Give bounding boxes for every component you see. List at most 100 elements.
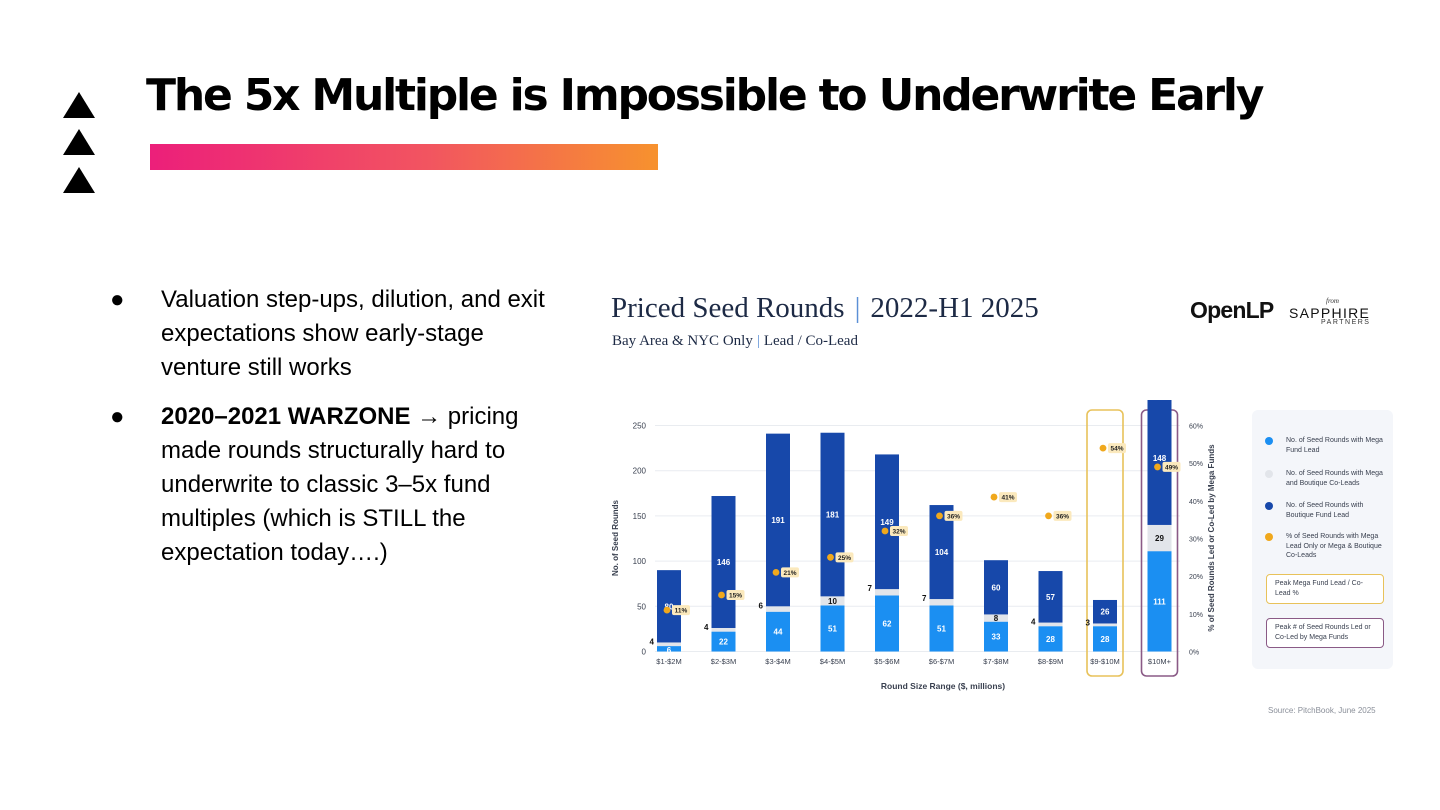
percent-point xyxy=(990,493,998,501)
chart-subtitle-a: Bay Area & NYC Only xyxy=(612,333,753,349)
percent-label-bg xyxy=(835,552,854,563)
y-tick-label: 200 xyxy=(633,467,647,476)
percent-label-bg xyxy=(999,492,1017,503)
data-label-co-lead: 6 xyxy=(759,601,764,610)
bar-co-lead xyxy=(711,627,736,632)
bullet-item: ● Valuation step-ups, dilution, and exit… xyxy=(106,283,546,385)
percent-label-bg xyxy=(1108,443,1126,454)
bar-mega-lead xyxy=(1093,626,1117,652)
chart-legend: No. of Seed Rounds with Mega Fund Lead N… xyxy=(1252,410,1393,669)
percent-label: 21% xyxy=(783,570,796,577)
y-tick-label: 100 xyxy=(633,557,647,566)
data-label-co-lead: 4 xyxy=(704,623,709,632)
highlight-frame xyxy=(1086,409,1124,677)
bullet-text: pricing made rounds structurally hard to… xyxy=(161,403,519,566)
data-label-mega-lead: 33 xyxy=(992,633,1001,642)
y-tick-label: 0 xyxy=(642,648,647,657)
triangle-icon xyxy=(63,167,95,193)
bar-mega-lead xyxy=(875,595,899,652)
data-label-boutique-lead: 60 xyxy=(992,583,1001,592)
x-tick-label: $3-$4M xyxy=(765,657,790,666)
data-label-co-lead: 8 xyxy=(994,614,999,623)
y2-axis-label: % of Seed Rounds Led or Co-Led by Mega F… xyxy=(1207,444,1216,632)
chart-title: Priced Seed Rounds | 2022-H1 2025 xyxy=(611,292,1039,325)
legend-swatch xyxy=(1265,502,1273,510)
data-label-mega-lead: 51 xyxy=(937,624,946,633)
bar-boutique-lead xyxy=(820,432,845,597)
seed-rounds-chart: 0 50 100 150 200 250 0% 10% 20% 30% 40% 50% 60% No. o… xyxy=(611,400,1216,691)
bar-co-lead xyxy=(766,606,790,612)
bullet-dot: ● xyxy=(110,403,125,430)
data-label-boutique-lead: 149 xyxy=(880,518,894,527)
percent-point xyxy=(827,553,834,561)
bar-co-lead xyxy=(820,596,845,606)
x-tick-label: $10M+ xyxy=(1148,657,1172,666)
percent-label: 36% xyxy=(1056,513,1069,520)
data-label-mega-lead: 28 xyxy=(1101,635,1110,644)
bar-boutique-lead xyxy=(1093,599,1117,624)
bar-mega-lead xyxy=(711,631,736,652)
data-label-co-lead: 4 xyxy=(1031,618,1036,627)
sapphire-logo-partners: PARTNERS xyxy=(1321,319,1371,326)
x-tick-label: $9-$10M xyxy=(1090,657,1120,666)
source-note: Source: PitchBook, June 2025 xyxy=(1268,706,1376,715)
percent-point xyxy=(1045,512,1052,520)
data-label-mega-lead: 6 xyxy=(667,646,672,655)
x-tick-label: $4-$5M xyxy=(820,657,845,666)
data-label-mega-lead: 28 xyxy=(1046,635,1055,644)
data-label-boutique-lead: 26 xyxy=(1101,608,1110,617)
bar-co-lead xyxy=(875,589,899,596)
percent-label-bg xyxy=(944,510,963,521)
triangle-icon xyxy=(63,129,95,155)
y-tick-label: 150 xyxy=(633,512,647,521)
openlp-logo: OpenLP xyxy=(1190,297,1274,323)
bullet-text: Valuation step-ups, dilution, and exit e… xyxy=(161,286,545,381)
data-label-co-lead: 7 xyxy=(868,584,873,593)
percent-point xyxy=(1154,463,1161,471)
x-axis-label: Round Size Range ($, millions) xyxy=(881,681,1005,691)
bar-mega-lead xyxy=(984,621,1008,652)
logo-from-text: from xyxy=(1326,297,1339,305)
chart-title-main: Priced Seed Rounds xyxy=(611,292,845,324)
bar-mega-lead xyxy=(657,646,681,652)
legend-swatch xyxy=(1265,470,1273,478)
percent-label: 49% xyxy=(1165,464,1178,471)
legend-highlight-peak-count: Peak # of Seed Rounds Led or Co-Led by M… xyxy=(1266,618,1384,648)
bullet-list: ● Valuation step-ups, dilution, and exit… xyxy=(106,283,546,585)
legend-label: No. of Seed Rounds with Mega and Boutiqu… xyxy=(1286,470,1383,487)
percent-label: 11% xyxy=(675,608,688,615)
bar-mega-lead xyxy=(1147,551,1172,652)
bar-co-lead xyxy=(984,614,1008,622)
data-label-mega-lead: 111 xyxy=(1153,597,1166,606)
data-label-boutique-lead: 191 xyxy=(771,516,785,525)
bar-mega-lead xyxy=(820,605,845,652)
x-tick-label: $6-$7M xyxy=(929,657,954,666)
bullet-item: ● 2020–2021 WARZONE → pricing made round… xyxy=(106,400,546,570)
data-label-mega-lead: 44 xyxy=(774,628,783,637)
percent-point xyxy=(772,569,780,576)
percent-label: 36% xyxy=(947,513,960,520)
data-label-mega-lead: 22 xyxy=(719,638,728,647)
bullet-bold: 2020–2021 WARZONE → xyxy=(161,403,442,430)
percent-point xyxy=(881,527,889,535)
bullet-dot: ● xyxy=(110,286,125,313)
percent-label: 25% xyxy=(838,555,851,562)
bar-boutique-lead xyxy=(766,433,790,607)
y2-tick-label: 10% xyxy=(1189,612,1203,619)
data-label-boutique-lead: 146 xyxy=(717,558,731,567)
percent-label-bg xyxy=(890,525,908,536)
legend-label: No. of Seed Rounds with Boutique Fund Le… xyxy=(1286,502,1364,519)
x-tick-label: $7-$8M xyxy=(983,657,1008,666)
bar-boutique-lead xyxy=(711,496,736,628)
data-label-mega-lead: 51 xyxy=(828,624,837,633)
y2-tick-label: 30% xyxy=(1189,537,1203,544)
percent-label-bg xyxy=(781,567,799,578)
bar-co-lead xyxy=(929,599,954,606)
x-tick-label: $2-$3M xyxy=(711,657,736,666)
y-tick-label: 50 xyxy=(637,602,646,611)
data-label-co-lead: 3 xyxy=(1086,618,1091,627)
chart-subtitle-b: Lead / Co-Lead xyxy=(763,333,858,349)
data-label-co-lead: 10 xyxy=(828,597,837,606)
legend-label: No. of Seed Rounds with Mega Fund Lead xyxy=(1286,437,1383,454)
y2-tick-label: 60% xyxy=(1189,424,1203,431)
